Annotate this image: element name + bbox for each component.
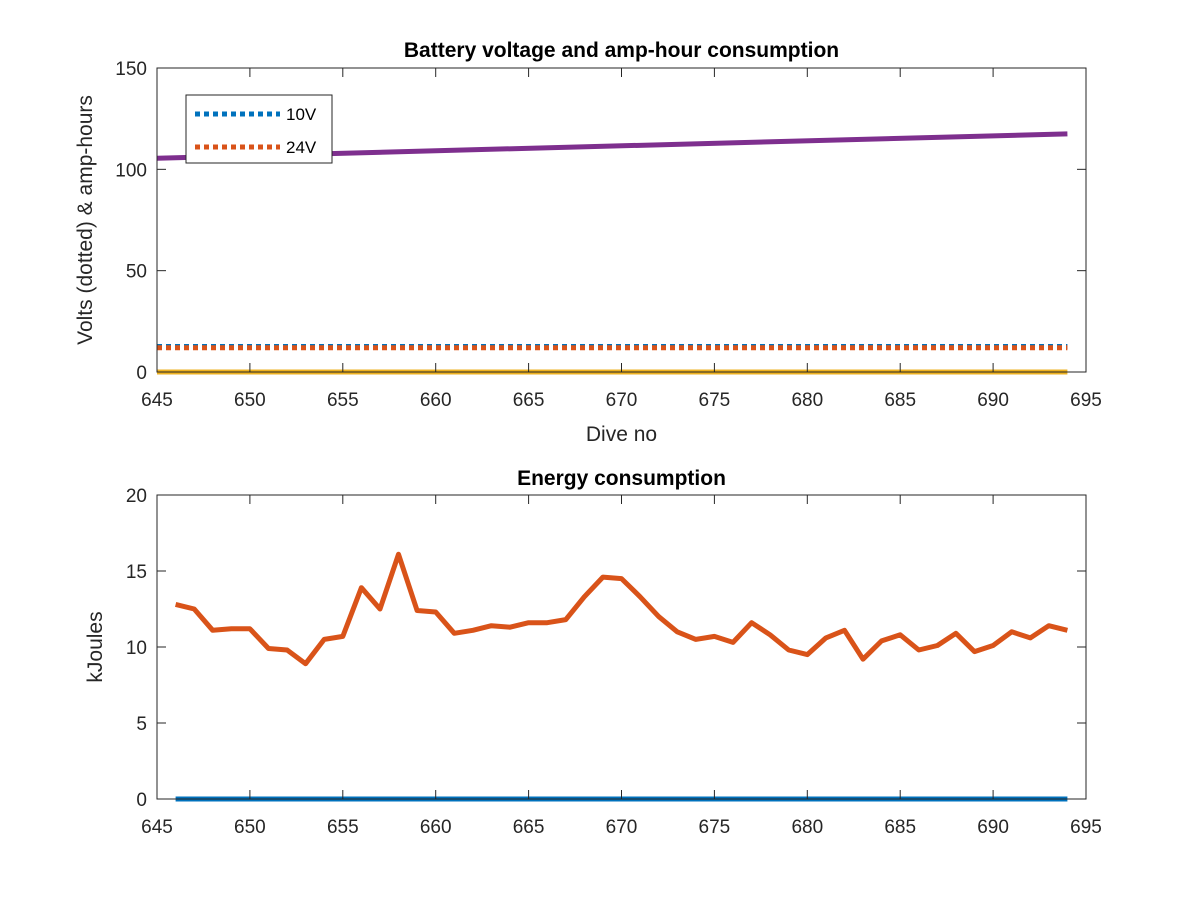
x-tick-label: 685 <box>884 390 916 411</box>
y-tick-label: 50 <box>126 262 147 283</box>
x-tick-label: 665 <box>513 390 545 411</box>
series-line-0 <box>174 551 1069 667</box>
x-axis-label: Dive no <box>586 423 657 446</box>
x-tick-label: 675 <box>699 390 731 411</box>
x-tick-label: 695 <box>1070 390 1102 411</box>
bottom-chart-energy: 645 650 655 660 665 670 675 680 685 690 695 0 5 10 15 2… <box>84 467 1102 838</box>
y-tick-label: 0 <box>136 363 147 384</box>
top-chart-voltage-amphours: 645 650 655 660 665 670 675 680 685 690 695 0 50 100 1… <box>74 39 1102 446</box>
legend-label: 10V <box>286 105 317 124</box>
y-axis-label: kJoules <box>84 611 107 682</box>
legend-box <box>185 94 333 164</box>
x-tick-label: 645 <box>141 390 173 411</box>
x-tick-label: 645 <box>141 817 173 838</box>
x-tick-label: 650 <box>234 817 266 838</box>
chart-title: Battery voltage and amp-hour consumption <box>404 39 839 62</box>
x-tick-label: 655 <box>327 817 359 838</box>
plot-area <box>157 495 1086 799</box>
x-tick-label: 680 <box>791 817 823 838</box>
y-tick-label: 20 <box>126 486 147 507</box>
x-tick-label: 660 <box>420 390 452 411</box>
x-tick-label: 670 <box>606 390 638 411</box>
y-tick-label: 15 <box>126 562 147 583</box>
x-tick-label: 660 <box>420 817 452 838</box>
x-tick-label: 655 <box>327 390 359 411</box>
x-tick-label: 685 <box>884 817 916 838</box>
x-tick-label: 665 <box>513 817 545 838</box>
x-tick-label: 695 <box>1070 817 1102 838</box>
x-tick-label: 670 <box>606 817 638 838</box>
y-tick-label: 10 <box>126 638 147 659</box>
x-tick-label: 675 <box>699 817 731 838</box>
y-tick-label: 0 <box>136 790 147 811</box>
legend-label: 24V <box>286 138 317 157</box>
legend: 10V 24V <box>185 94 333 164</box>
x-tick-label: 650 <box>234 390 266 411</box>
y-tick-label: 100 <box>115 160 147 181</box>
x-tick-label: 690 <box>977 390 1009 411</box>
y-axis-label: Volts (dotted) & amp-hours <box>74 95 97 345</box>
y-tick-label: 150 <box>115 59 147 80</box>
x-tick-label: 690 <box>977 817 1009 838</box>
y-tick-label: 5 <box>136 714 147 735</box>
x-tick-label: 680 <box>791 390 823 411</box>
chart-title: Energy consumption <box>517 467 726 490</box>
